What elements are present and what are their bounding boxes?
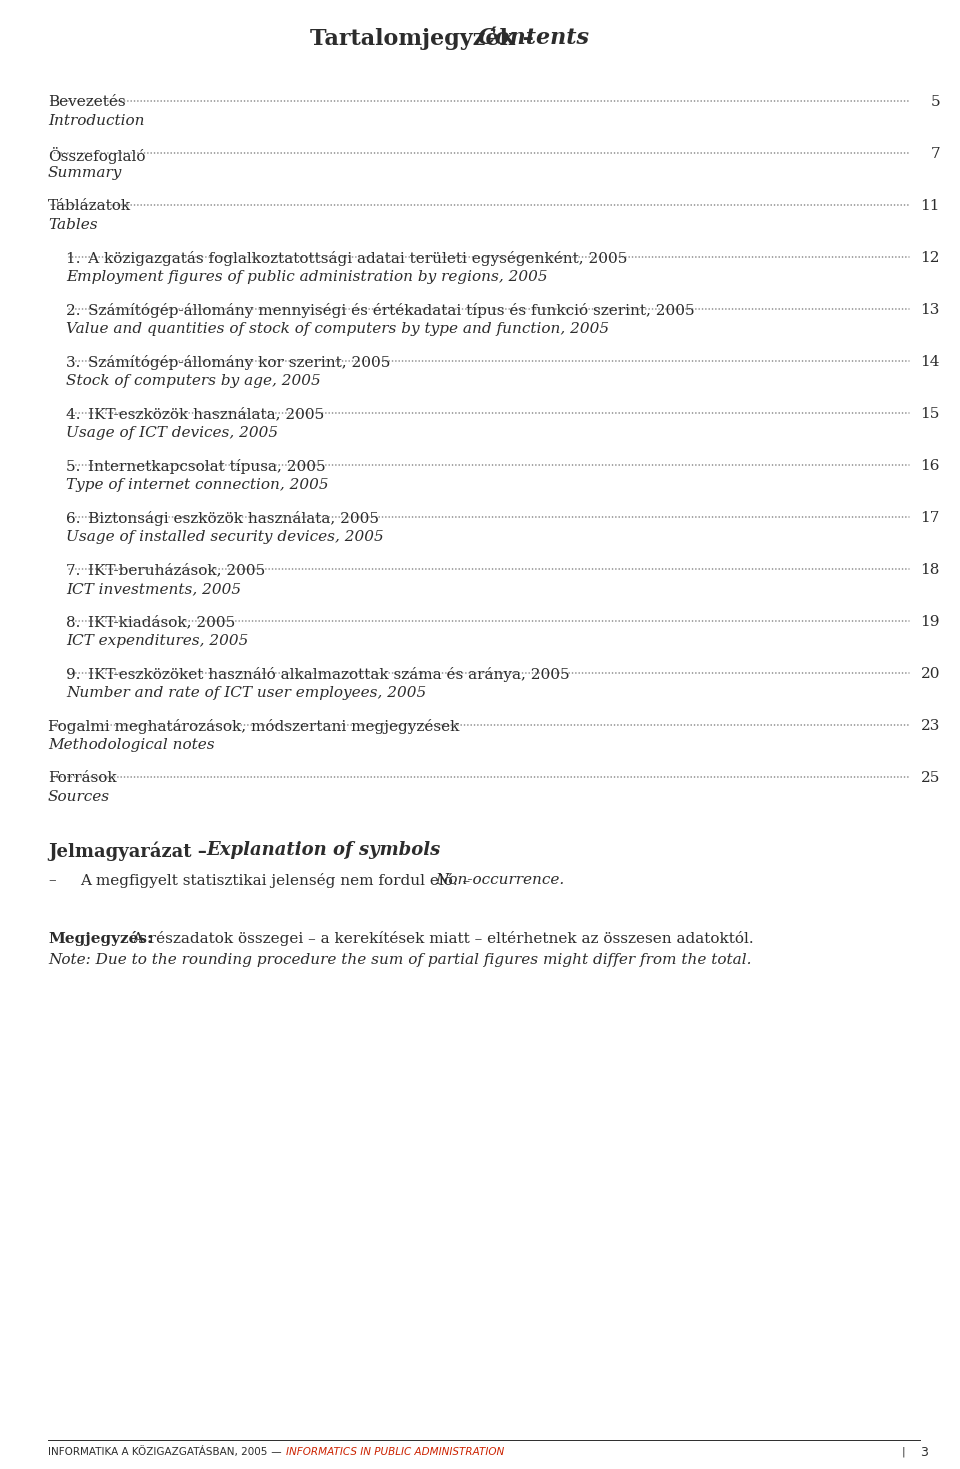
Text: 17: 17: [921, 511, 940, 524]
Text: Tartalomjegyzék – Contents: Tartalomjegyzék – Contents: [310, 26, 653, 50]
Text: 20: 20: [921, 667, 940, 682]
Text: 19: 19: [921, 616, 940, 629]
Text: A részadatok összegei – a kerekítések miatt – eltérhetnek az összesen adatoktól.: A részadatok összegei – a kerekítések mi…: [128, 931, 754, 946]
Text: 3. Számítógép-állomány kor szerint, 2005: 3. Számítógép-állomány kor szerint, 2005: [66, 355, 391, 370]
Text: 11: 11: [921, 198, 940, 213]
Text: Summary: Summary: [48, 166, 122, 181]
Text: Megjegyzés:: Megjegyzés:: [48, 931, 153, 946]
Text: 8. IKT-kiadások, 2005: 8. IKT-kiadások, 2005: [66, 616, 235, 629]
Text: 3: 3: [920, 1445, 928, 1459]
Text: 23: 23: [921, 718, 940, 733]
Text: Number and rate of ICT user employees, 2005: Number and rate of ICT user employees, 2…: [66, 686, 426, 701]
Text: 12: 12: [921, 251, 940, 264]
Text: Introduction: Introduction: [48, 115, 145, 128]
Text: 1. A közigazgatás foglalkoztatottsági adatai területi egységenként, 2005: 1. A közigazgatás foglalkoztatottsági ad…: [66, 251, 628, 266]
Text: 9. IKT-eszközöket használó alkalmazottak száma és aránya, 2005: 9. IKT-eszközöket használó alkalmazottak…: [66, 667, 569, 682]
Text: 7: 7: [930, 147, 940, 162]
Text: Tartalomjegyzék –: Tartalomjegyzék –: [310, 26, 541, 50]
Text: Összefoglaló: Összefoglaló: [48, 147, 146, 165]
Text: Stock of computers by age, 2005: Stock of computers by age, 2005: [66, 375, 321, 388]
Text: 18: 18: [921, 563, 940, 577]
Text: Employment figures of public administration by regions, 2005: Employment figures of public administrat…: [66, 270, 547, 284]
Text: Jelmagyarázat –: Jelmagyarázat –: [48, 840, 213, 861]
Text: Methodological notes: Methodological notes: [48, 737, 215, 752]
Text: A megfigyelt statisztikai jelenség nem fordul elő. –: A megfigyelt statisztikai jelenség nem f…: [80, 873, 475, 887]
Text: Usage of installed security devices, 2005: Usage of installed security devices, 200…: [66, 530, 384, 544]
Text: Sources: Sources: [48, 790, 110, 804]
Text: Fogalmi meghatározások, módszertani megjegyzések: Fogalmi meghatározások, módszertani megj…: [48, 718, 460, 734]
Text: INFORMATICS IN PUBLIC ADMINISTRATION: INFORMATICS IN PUBLIC ADMINISTRATION: [286, 1447, 504, 1457]
Text: ICT investments, 2005: ICT investments, 2005: [66, 582, 241, 596]
Text: 25: 25: [921, 771, 940, 784]
Text: 13: 13: [921, 303, 940, 317]
Text: 16: 16: [921, 458, 940, 473]
Text: –: –: [48, 873, 56, 887]
Text: Táblázatok: Táblázatok: [48, 198, 132, 213]
Text: Type of internet connection, 2005: Type of internet connection, 2005: [66, 477, 328, 492]
Text: Tables: Tables: [48, 217, 98, 232]
Text: Bevezetés: Bevezetés: [48, 95, 126, 109]
Text: 6. Biztonsági eszközök használata, 2005: 6. Biztonsági eszközök használata, 2005: [66, 511, 379, 526]
Text: 14: 14: [921, 355, 940, 369]
Text: INFORMATIKA A KÖZIGAZGATÁSBAN, 2005: INFORMATIKA A KÖZIGAZGATÁSBAN, 2005: [48, 1447, 268, 1457]
Text: 7. IKT-beruházások, 2005: 7. IKT-beruházások, 2005: [66, 563, 265, 577]
Text: —: —: [268, 1447, 285, 1457]
Text: Non-occurrence.: Non-occurrence.: [435, 873, 564, 887]
Text: 2. Számítógép-állomány mennyiségi és értékadatai típus és funkció szerint, 2005: 2. Számítógép-állomány mennyiségi és ért…: [66, 303, 695, 317]
Text: Usage of ICT devices, 2005: Usage of ICT devices, 2005: [66, 426, 278, 441]
Text: |: |: [902, 1447, 905, 1457]
Text: 5: 5: [930, 95, 940, 109]
Text: 15: 15: [921, 407, 940, 422]
Text: Contents: Contents: [478, 26, 590, 48]
Text: 5. Internetkapcsolat típusa, 2005: 5. Internetkapcsolat típusa, 2005: [66, 458, 325, 474]
Text: Value and quantities of stock of computers by type and function, 2005: Value and quantities of stock of compute…: [66, 322, 610, 336]
Text: Források: Források: [48, 771, 116, 784]
Text: Explanation of symbols: Explanation of symbols: [206, 840, 441, 859]
Text: ICT expenditures, 2005: ICT expenditures, 2005: [66, 635, 249, 648]
Text: Note: Due to the rounding procedure the sum of partial figures might differ from: Note: Due to the rounding procedure the …: [48, 953, 752, 967]
Text: 4. IKT-eszközök használata, 2005: 4. IKT-eszközök használata, 2005: [66, 407, 324, 422]
